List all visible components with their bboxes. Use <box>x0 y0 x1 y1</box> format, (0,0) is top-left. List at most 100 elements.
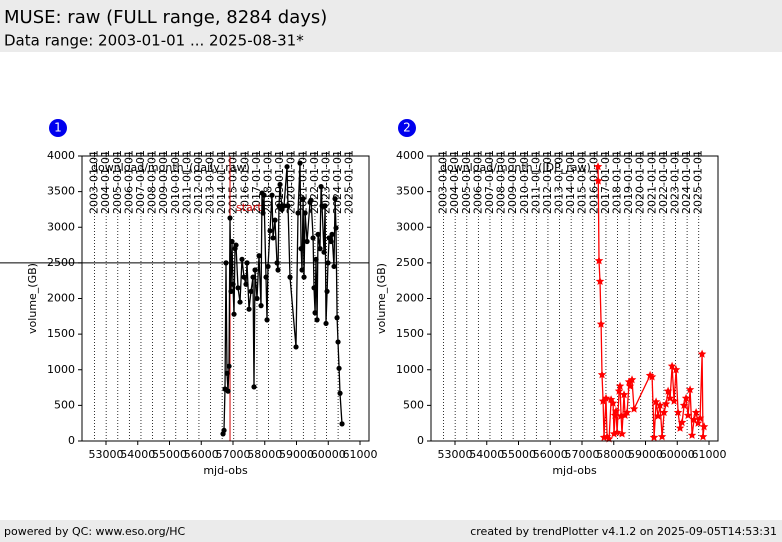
x-tick-label: 60000 <box>660 448 695 461</box>
data-point <box>301 274 307 280</box>
x-tick-label: 58000 <box>596 448 631 461</box>
data-point <box>649 432 659 442</box>
data-point <box>604 434 614 443</box>
date-tick-label: 2021-01-01 <box>645 150 658 214</box>
y-tick-label: 2500 <box>396 256 424 269</box>
y-tick-label: 2000 <box>47 292 75 305</box>
data-point <box>229 238 235 245</box>
data-point <box>669 396 679 405</box>
y-tick-label: 500 <box>54 398 75 411</box>
data-point <box>241 274 247 280</box>
badge-circle <box>398 119 416 137</box>
date-tick-label: 2025-01-01 <box>692 150 705 214</box>
data-point <box>598 396 608 405</box>
data-point <box>683 410 693 419</box>
data-point <box>693 418 703 427</box>
plot-title: download/month_(IDP_raw) <box>440 161 591 174</box>
data-point <box>629 404 639 413</box>
plot-frame <box>430 155 719 442</box>
data-point <box>663 386 673 395</box>
x-tick-label: 57000 <box>216 448 251 461</box>
y-axis-label: volume_(GB) <box>26 263 39 334</box>
data-point <box>227 215 233 221</box>
data-point <box>261 192 267 198</box>
data-point <box>332 196 338 202</box>
data-point <box>293 344 299 350</box>
date-tick-label: 2023-01-01 <box>320 150 333 214</box>
x-tick-label: 59000 <box>279 448 314 461</box>
date-tick-label: 2016-01-01 <box>238 150 251 214</box>
data-point <box>695 413 705 422</box>
plot-frame <box>81 155 370 442</box>
data-point <box>284 164 290 170</box>
data-point <box>225 388 231 394</box>
data-point <box>334 315 340 321</box>
badge-circle <box>49 119 67 137</box>
data-point <box>287 274 293 280</box>
data-point <box>317 246 323 252</box>
data-point <box>297 160 303 166</box>
date-tick-label: 2003-01-01 <box>437 150 450 214</box>
plot-title: download/month_(daily_raw) <box>91 161 250 174</box>
date-tick-label: 2011-01-01 <box>180 150 193 214</box>
date-tick-label: 2022-01-01 <box>657 150 670 214</box>
data-point <box>608 398 618 407</box>
y-tick-label: 1000 <box>47 363 75 376</box>
data-point <box>698 432 708 441</box>
data-point <box>250 274 256 280</box>
data-point <box>314 317 320 323</box>
data-point <box>627 375 637 384</box>
start-label: start <box>236 201 262 214</box>
x-axis-label: mjd-obs <box>203 464 248 477</box>
data-point <box>661 399 671 408</box>
date-tick-label: 2008-01-01 <box>495 150 508 214</box>
data-point <box>275 267 281 273</box>
data-point <box>322 203 328 209</box>
data-point <box>323 320 329 327</box>
date-tick-label: 2010-01-01 <box>518 150 531 214</box>
y-tick-label: 4000 <box>396 149 424 162</box>
footer-left: powered by QC: www.eso.org/HC <box>4 525 186 538</box>
data-point <box>594 176 603 185</box>
x-tick-label: 54000 <box>120 448 155 461</box>
y-tick-label: 0 <box>417 434 424 447</box>
data-point <box>310 235 316 241</box>
data-point <box>254 295 260 302</box>
date-tick-label: 2023-01-01 <box>669 150 682 214</box>
date-tick-label: 2014-01-01 <box>215 150 228 214</box>
data-point <box>329 231 335 237</box>
data-point <box>267 228 273 234</box>
data-point <box>302 210 308 216</box>
y-tick-label: 3000 <box>396 220 424 233</box>
data-point <box>655 400 665 409</box>
y-tick-label: 3000 <box>47 220 75 233</box>
date-tick-label: 2024-01-01 <box>680 150 693 214</box>
data-point <box>265 263 271 270</box>
date-tick-label: 2025-01-01 <box>343 150 356 214</box>
x-tick-label: 61000 <box>692 448 727 461</box>
data-point <box>299 267 305 273</box>
data-point <box>622 408 632 417</box>
x-tick-label: 55000 <box>501 448 536 461</box>
data-point <box>339 421 345 427</box>
data-point <box>264 317 270 323</box>
x-tick-label: 61000 <box>343 448 378 461</box>
data-point <box>231 311 237 317</box>
data-point <box>624 377 634 386</box>
data-point <box>281 203 287 209</box>
data-point <box>295 210 301 216</box>
data-point <box>681 393 691 402</box>
data-point <box>611 406 621 415</box>
y-tick-label: 3500 <box>396 185 424 198</box>
data-point <box>657 432 667 441</box>
data-point <box>223 260 229 266</box>
data-point <box>276 203 282 209</box>
data-point <box>328 238 334 245</box>
badge-label: 1 <box>54 121 62 135</box>
y-tick-label: 1000 <box>396 363 424 376</box>
data-point <box>258 303 264 309</box>
data-point <box>246 306 252 312</box>
data-point <box>679 400 689 409</box>
date-tick-label: 2013-01-01 <box>204 150 217 214</box>
data-point <box>685 385 695 394</box>
